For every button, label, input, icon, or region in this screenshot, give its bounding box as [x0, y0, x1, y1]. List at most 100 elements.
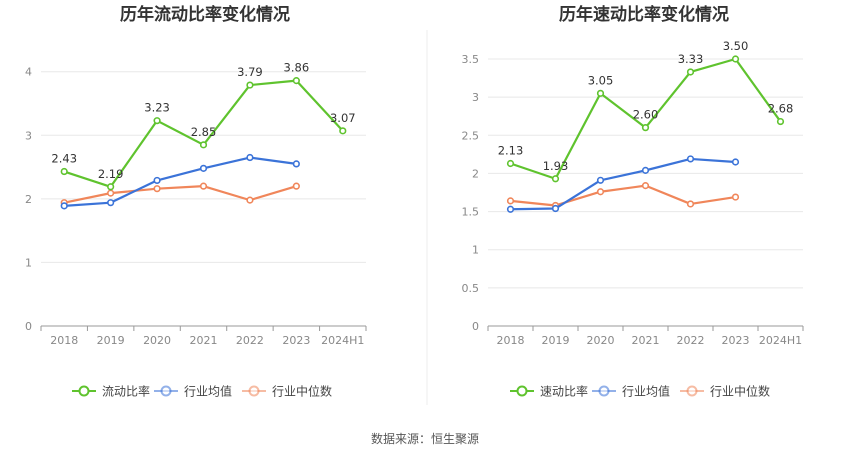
x-tick-label: 2019 — [542, 334, 570, 347]
legend-item[interactable]: 行业中位数 — [242, 384, 332, 399]
y-tick-label: 3 — [472, 91, 479, 104]
data-label: 2.19 — [98, 167, 124, 181]
legend-item[interactable]: 行业均值 — [592, 384, 670, 399]
y-tick-label: 2.5 — [462, 129, 480, 142]
series-line — [64, 156, 297, 207]
data-point — [199, 182, 208, 190]
legend-label: 速动比率 — [540, 384, 588, 399]
legend-item[interactable]: 行业中位数 — [680, 384, 770, 399]
data-point — [153, 176, 161, 185]
x-tick-label: 2020 — [143, 334, 171, 347]
data-point — [641, 166, 650, 174]
data-point — [107, 183, 115, 191]
x-tick-label: 2018 — [50, 334, 78, 347]
legend-item[interactable]: 速动比率 — [510, 384, 588, 399]
data-point — [292, 77, 300, 85]
legend-marker — [598, 385, 610, 397]
data-point — [339, 127, 347, 135]
data-point — [246, 153, 254, 162]
y-tick-label: 3.5 — [462, 53, 480, 66]
data-point — [686, 155, 695, 163]
data-point — [596, 176, 605, 184]
legend-item[interactable]: 流动比率 — [72, 384, 150, 399]
x-tick-label: 2024H1 — [759, 334, 802, 347]
data-label: 2.43 — [51, 152, 77, 166]
data-label: 3.79 — [237, 65, 263, 79]
data-point — [292, 182, 300, 190]
legend-label: 行业中位数 — [710, 384, 770, 399]
chart-title: 历年速动比率变化情况 — [559, 4, 729, 25]
data-point — [107, 189, 115, 197]
y-tick-label: 0 — [472, 320, 479, 333]
legend-label: 流动比率 — [102, 384, 150, 399]
data-label: 3.86 — [284, 61, 310, 75]
legend-marker — [78, 385, 90, 397]
data-point — [641, 124, 650, 132]
x-tick-label: 2019 — [97, 334, 125, 347]
x-tick-label: 2021 — [632, 334, 660, 347]
x-tick-label: 2023 — [722, 334, 750, 347]
x-tick-label: 2022 — [236, 334, 264, 347]
data-point — [686, 200, 695, 208]
y-tick-label: 1 — [25, 256, 32, 269]
legend-marker — [686, 385, 698, 397]
x-tick-label: 2022 — [677, 334, 705, 347]
legend-label: 行业中位数 — [272, 384, 332, 399]
series-line — [510, 184, 736, 207]
data-label: 2.85 — [191, 125, 217, 139]
data-point — [153, 185, 161, 193]
series-line — [510, 157, 736, 211]
x-tick-label: 2020 — [587, 334, 615, 347]
data-point — [596, 188, 605, 196]
data-point — [246, 81, 254, 89]
data-label: 3.33 — [678, 52, 704, 66]
legend-marker — [516, 385, 528, 397]
data-point — [506, 205, 515, 213]
data-point — [292, 160, 300, 168]
chart-1: 历年流动比率变化情况 0 1 2 3 4 2018 2019 2020 2021 2022 2023 2… — [25, 4, 367, 399]
data-label: 3.23 — [144, 101, 170, 115]
data-source-note: 数据来源：恒生聚源 — [370, 432, 479, 446]
data-point — [107, 199, 115, 207]
data-label: 3.05 — [588, 73, 614, 87]
data-point — [731, 158, 740, 166]
data-point — [641, 182, 650, 190]
y-tick-label: 2 — [472, 167, 479, 180]
data-point — [731, 55, 740, 63]
y-tick-label: 2 — [25, 193, 32, 206]
y-tick-label: 4 — [25, 66, 32, 79]
data-point — [506, 159, 515, 168]
data-point — [686, 68, 695, 76]
x-tick-label: 2023 — [282, 334, 310, 347]
legend-item[interactable]: 行业均值 — [154, 384, 232, 399]
y-tick-label: 3 — [25, 129, 32, 142]
y-tick-label: 0.5 — [462, 282, 480, 295]
data-label: 3.07 — [330, 111, 356, 125]
data-point — [246, 196, 254, 204]
data-point — [199, 164, 208, 172]
data-point — [776, 117, 785, 126]
data-point — [551, 204, 560, 213]
data-point — [153, 117, 161, 125]
x-tick-label: 2024H1 — [321, 334, 364, 347]
x-tick-label: 2021 — [190, 334, 218, 347]
legend-label: 行业均值 — [622, 384, 670, 399]
series-line — [63, 185, 297, 204]
data-point — [596, 89, 605, 97]
data-point — [731, 193, 740, 201]
y-tick-label: 1 — [472, 244, 479, 257]
data-point — [551, 175, 560, 183]
y-tick-label: 0 — [25, 320, 32, 333]
data-point — [60, 202, 68, 210]
legend-marker — [248, 385, 260, 397]
data-label: 3.50 — [723, 39, 749, 53]
x-tick-label: 2018 — [497, 334, 525, 347]
data-point — [199, 141, 208, 149]
data-point — [506, 197, 515, 205]
data-label: 2.13 — [498, 144, 524, 158]
y-tick-label: 1.5 — [462, 206, 480, 219]
chart-title: 历年流动比率变化情况 — [120, 4, 290, 25]
data-label: 2.60 — [633, 108, 659, 122]
data-point — [60, 167, 68, 176]
